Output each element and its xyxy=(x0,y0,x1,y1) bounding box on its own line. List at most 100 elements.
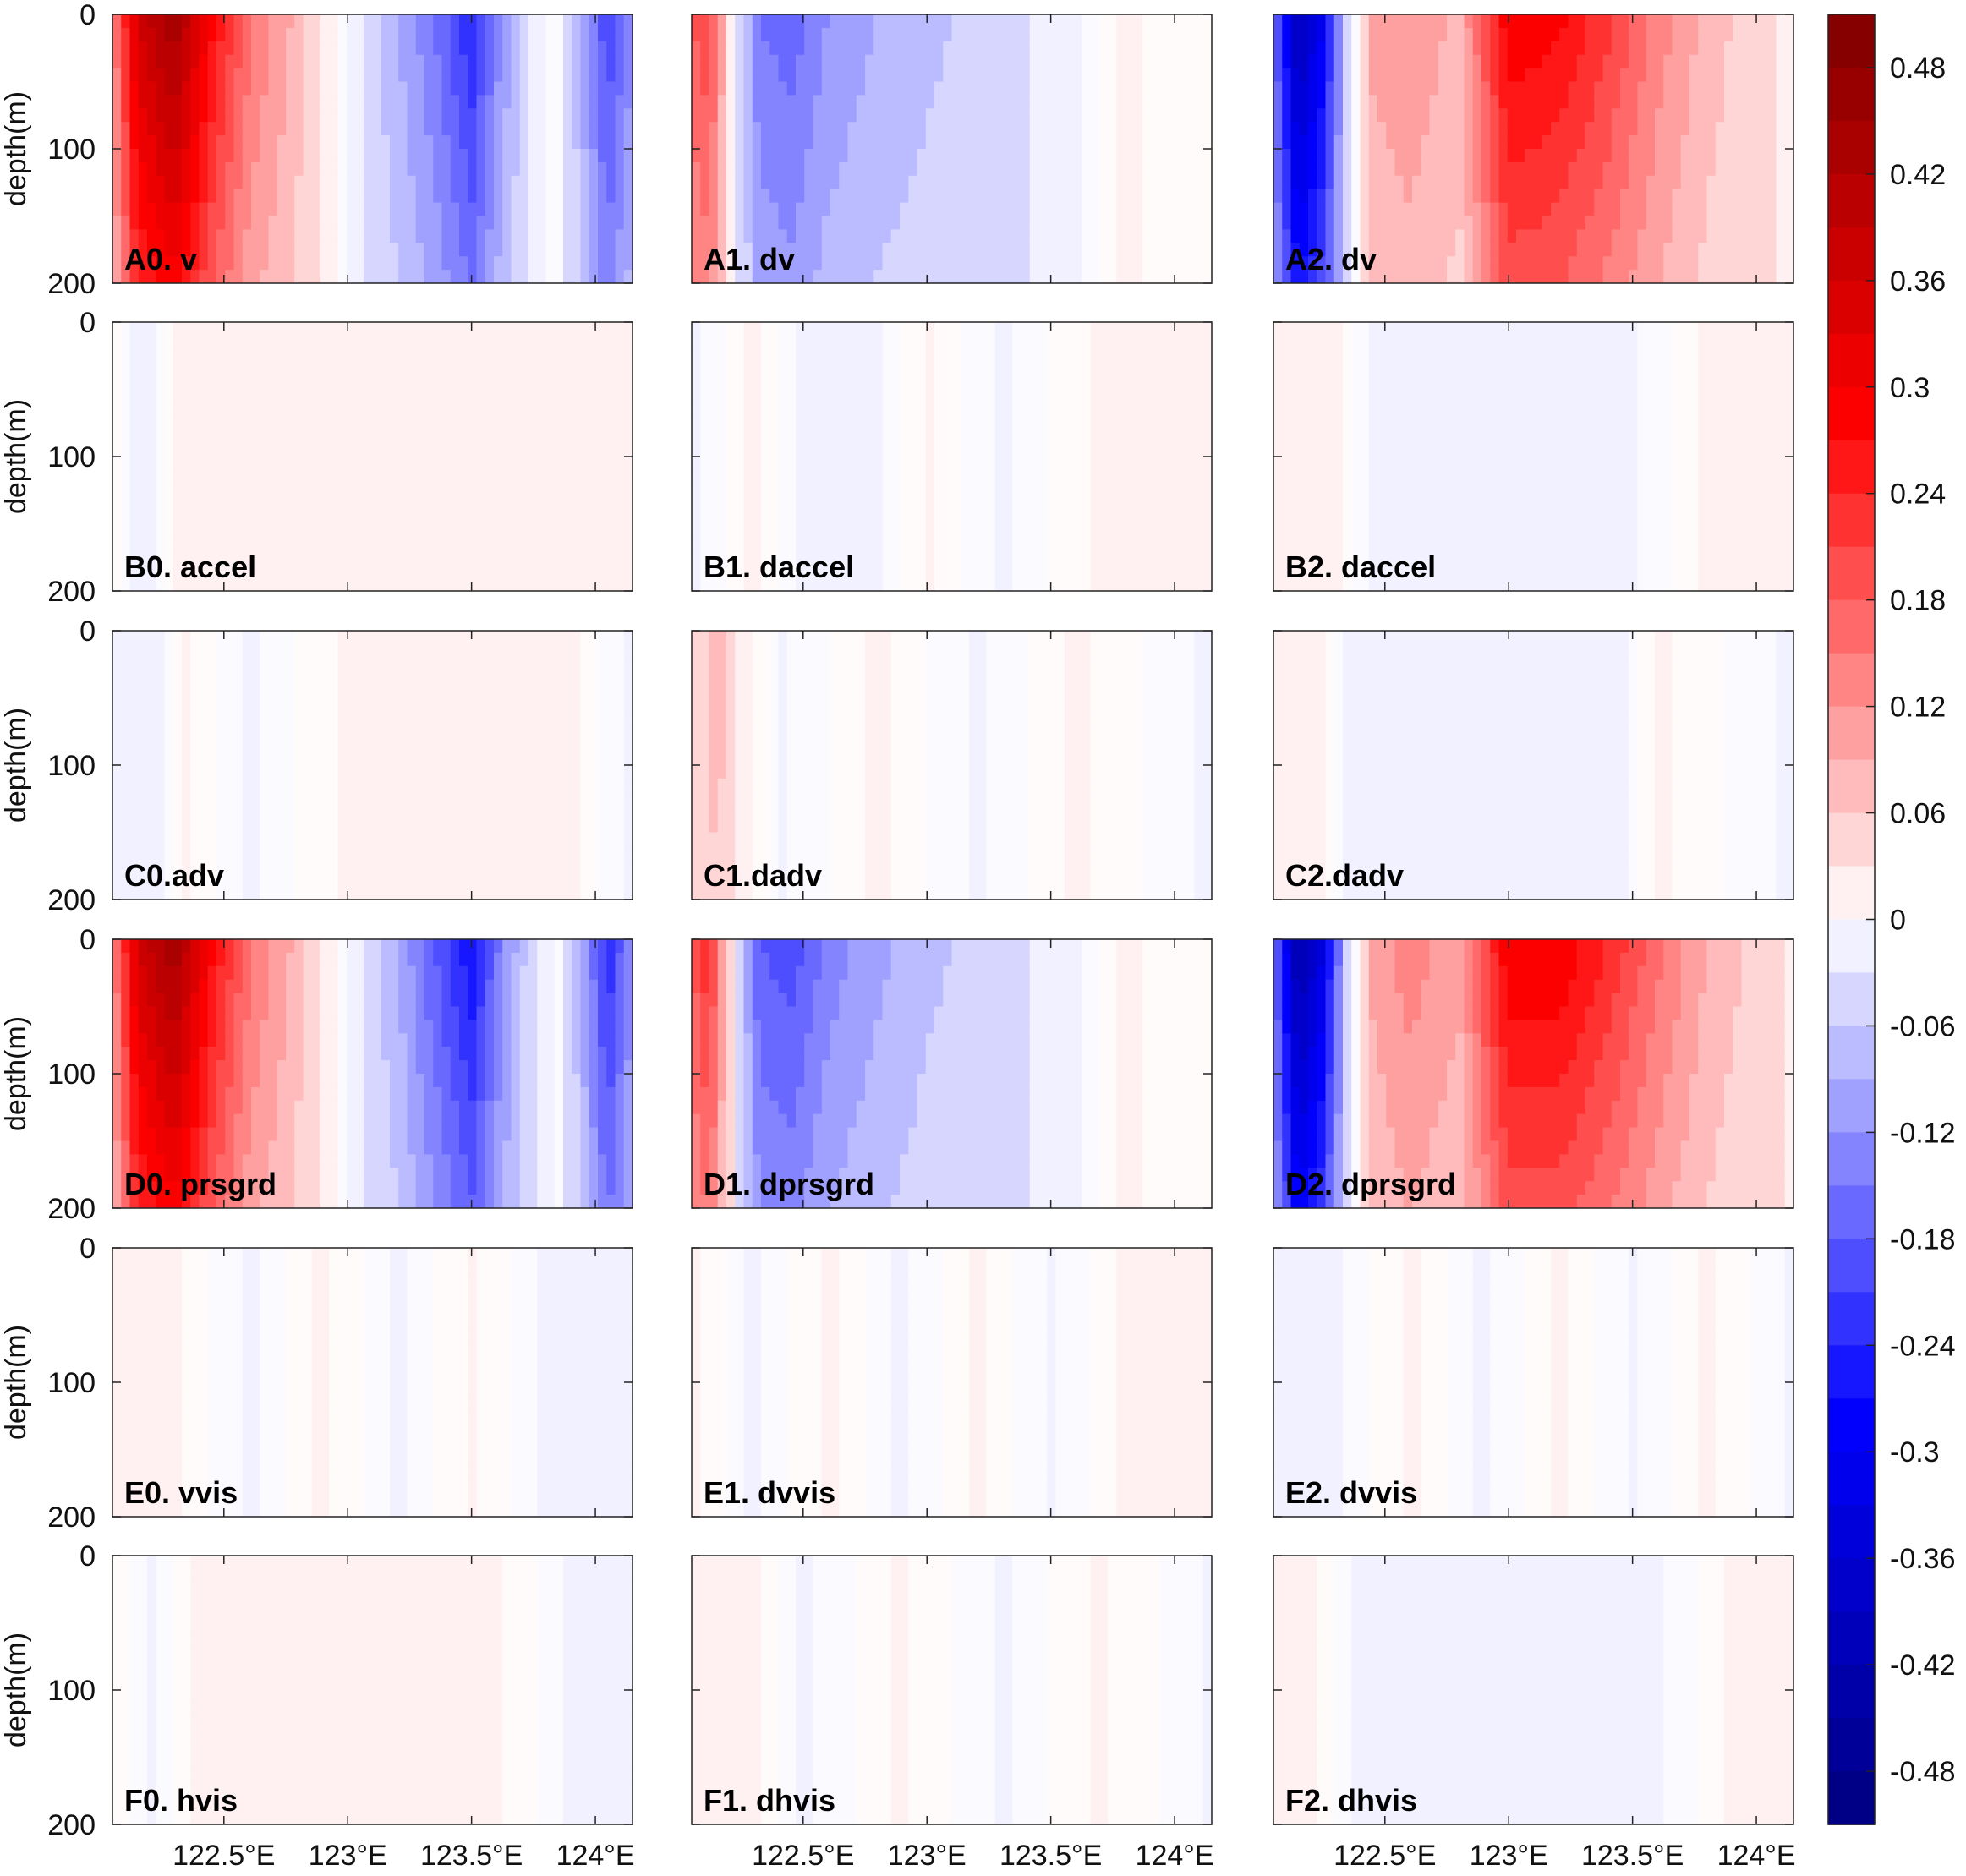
contour-cell xyxy=(580,496,590,511)
contour-cell xyxy=(821,149,831,163)
contour-cell xyxy=(294,322,304,336)
contour-cell xyxy=(1394,229,1405,243)
contour-cell xyxy=(994,189,1005,204)
contour-cell xyxy=(580,175,590,190)
contour-cell xyxy=(286,68,295,83)
contour-cell xyxy=(1325,161,1335,177)
contour-cell xyxy=(415,122,425,136)
contour-cell xyxy=(1767,54,1777,69)
contour-cell xyxy=(346,202,356,217)
contour-cell xyxy=(337,469,348,484)
contour-cell xyxy=(1202,135,1212,150)
contour-cell xyxy=(943,108,953,123)
contour-cell xyxy=(1021,135,1031,150)
contour-cell xyxy=(337,108,348,123)
contour-cell xyxy=(398,362,408,377)
contour-cell xyxy=(563,416,572,430)
contour-cell xyxy=(572,402,582,417)
contour-cell xyxy=(277,564,287,578)
contour-cell xyxy=(1551,256,1560,271)
contour-cell xyxy=(1377,41,1387,56)
contour-cell xyxy=(735,27,745,42)
contour-cell xyxy=(286,564,295,578)
contour-cell xyxy=(1368,135,1378,150)
contour-cell xyxy=(1055,149,1065,163)
contour-cell xyxy=(1012,27,1022,42)
contour-cell xyxy=(233,577,244,591)
contour-cell xyxy=(355,54,364,69)
contour-cell xyxy=(563,523,572,538)
contour-cell xyxy=(606,81,616,96)
contour-cell xyxy=(390,256,399,271)
contour-cell xyxy=(1490,14,1500,29)
contour-cell xyxy=(450,68,460,83)
contour-cell xyxy=(873,95,884,109)
contour-cell xyxy=(502,216,512,230)
contour-cell xyxy=(700,243,710,257)
contour-cell xyxy=(156,362,166,377)
contour-cell xyxy=(346,108,356,123)
contour-cell xyxy=(320,135,330,150)
contour-cell xyxy=(511,496,521,511)
contour-cell xyxy=(865,270,874,283)
contour-cell xyxy=(1317,81,1327,96)
contour-cell xyxy=(1090,108,1100,123)
contour-cell xyxy=(537,389,547,403)
contour-cell xyxy=(1290,243,1301,257)
contour-cell xyxy=(372,375,382,391)
contour-cell xyxy=(743,161,753,177)
contour-cell xyxy=(1776,161,1786,177)
contour-cell xyxy=(260,256,270,271)
contour-cell xyxy=(1421,161,1431,177)
contour-cell xyxy=(182,27,191,42)
contour-cell xyxy=(1186,149,1196,163)
contour-cell xyxy=(286,54,295,69)
contour-cell xyxy=(890,189,901,204)
contour-cell xyxy=(1776,175,1786,190)
contour-cell xyxy=(190,362,200,377)
contour-cell xyxy=(786,270,797,283)
contour-cell xyxy=(1429,68,1439,83)
contour-cell xyxy=(1133,189,1143,204)
contour-cell xyxy=(424,457,434,471)
contour-cell xyxy=(311,443,321,457)
contour-cell xyxy=(865,175,874,190)
contour-cell xyxy=(1447,81,1456,96)
contour-cell xyxy=(1525,54,1535,69)
contour-cell xyxy=(1021,243,1031,257)
contour-cell xyxy=(476,135,486,150)
contour-cell xyxy=(1421,270,1431,283)
contour-cell xyxy=(1047,54,1057,69)
contour-cell xyxy=(1646,14,1656,29)
contour-cell xyxy=(459,243,468,257)
contour-cell xyxy=(1689,135,1699,150)
contour-cell xyxy=(372,202,382,217)
contour-cell xyxy=(511,322,521,336)
contour-cell xyxy=(251,216,260,230)
contour-cell xyxy=(1594,68,1604,83)
contour-cell xyxy=(761,229,770,243)
contour-cell xyxy=(1082,54,1092,69)
contour-cell xyxy=(839,68,849,83)
contour-cell xyxy=(1585,54,1595,69)
contour-cell xyxy=(433,14,443,29)
contour-cell xyxy=(839,243,849,257)
contour-cell xyxy=(268,243,278,257)
contour-cell xyxy=(615,108,625,123)
contour-cell xyxy=(1360,95,1370,109)
contour-cell xyxy=(329,416,339,430)
contour-cell xyxy=(1125,161,1135,177)
contour-cell xyxy=(563,68,572,83)
contour-cell xyxy=(1490,149,1500,163)
contour-cell xyxy=(320,27,330,42)
contour-cell xyxy=(233,122,244,136)
contour-cell xyxy=(424,389,434,403)
contour-cell xyxy=(572,108,582,123)
contour-cell xyxy=(943,175,953,190)
contour-cell xyxy=(494,577,503,591)
contour-cell xyxy=(407,175,417,190)
contour-cell xyxy=(623,68,633,83)
contour-cell xyxy=(121,429,131,444)
contour-cell xyxy=(1594,41,1604,56)
contour-cell xyxy=(1655,108,1664,123)
